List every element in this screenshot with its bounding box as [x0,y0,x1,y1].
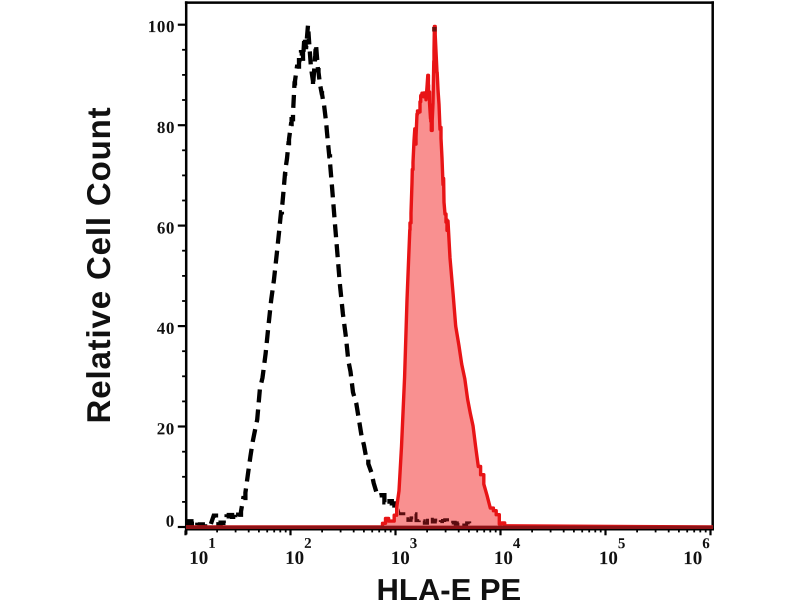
svg-text:20: 20 [157,419,175,438]
svg-text:10: 10 [599,548,618,569]
svg-text:10: 10 [189,548,208,569]
svg-text:80: 80 [157,118,175,137]
svg-text:10: 10 [391,548,410,569]
svg-text:10: 10 [494,548,513,569]
svg-text:3: 3 [410,536,418,552]
svg-text:40: 40 [157,319,175,338]
svg-text:1: 1 [208,536,216,552]
svg-text:0: 0 [166,512,175,531]
svg-text:Relative Cell Count: Relative Cell Count [80,107,117,424]
svg-text:4: 4 [513,536,521,552]
svg-text:10: 10 [285,548,304,569]
svg-text:100: 100 [148,17,175,36]
svg-text:2: 2 [304,536,312,552]
svg-text:10: 10 [683,548,702,569]
svg-text:60: 60 [157,218,175,237]
svg-text:5: 5 [618,536,626,552]
svg-text:HLA-E PE: HLA-E PE [377,572,522,600]
svg-text:6: 6 [702,536,710,552]
